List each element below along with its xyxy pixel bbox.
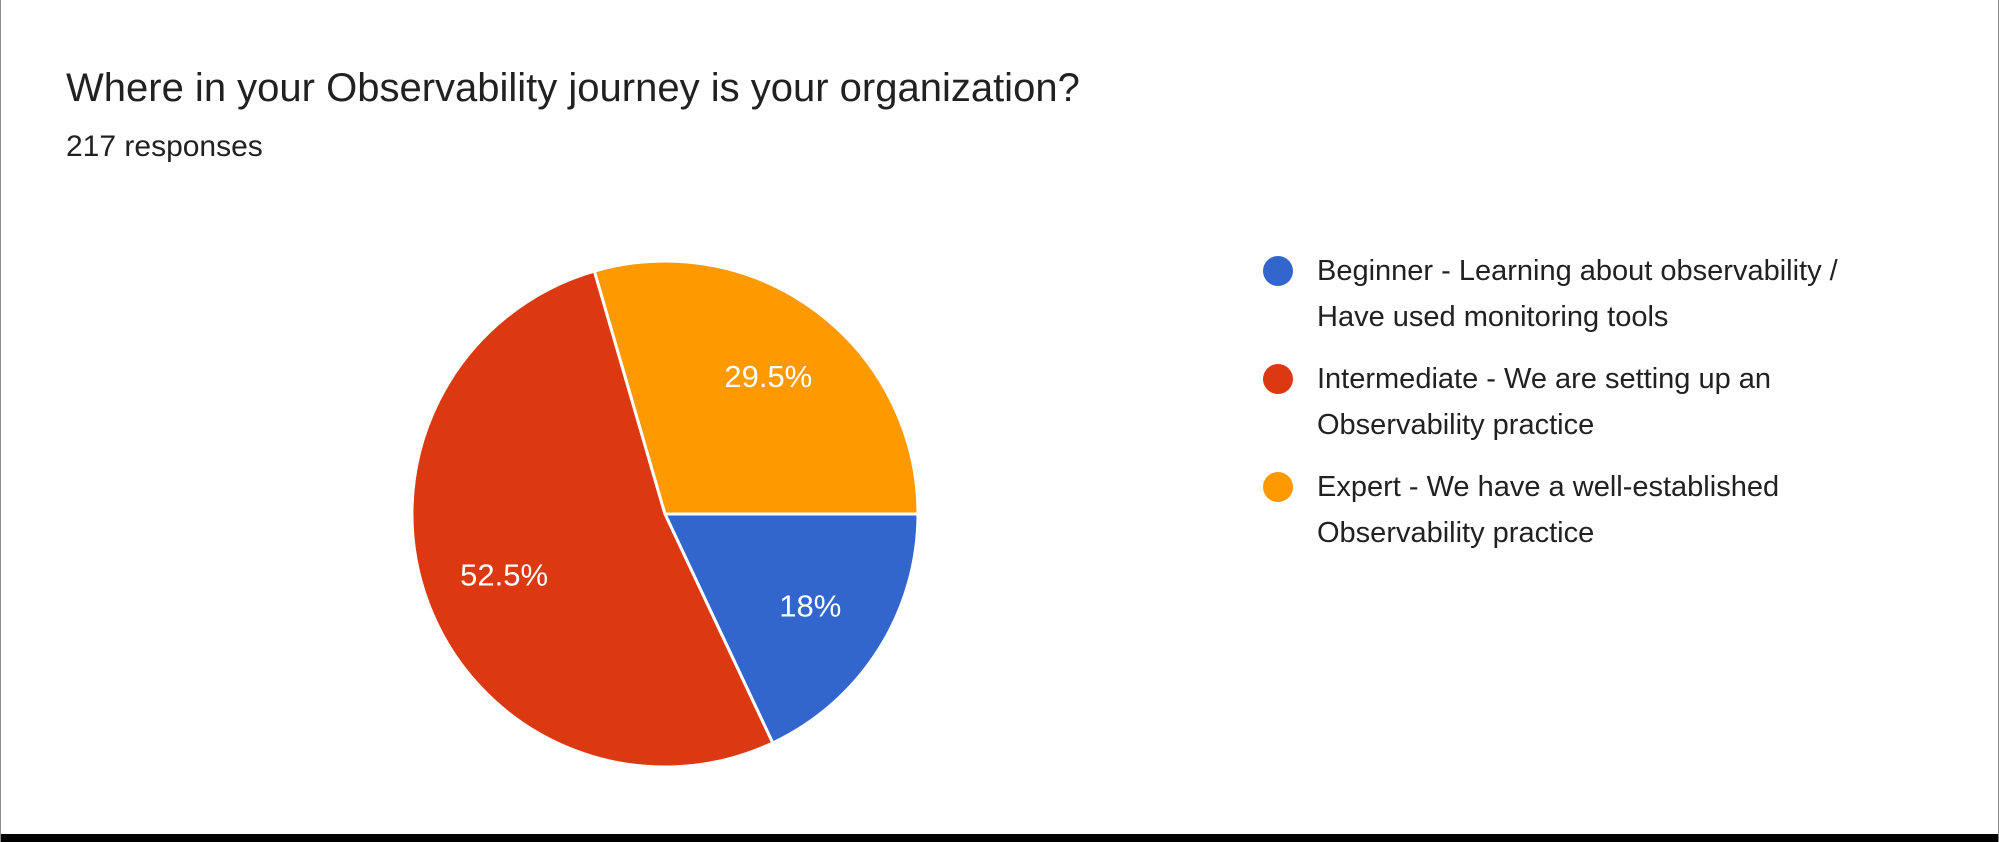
window-bottom-edge (1, 834, 1998, 842)
pie-slice-beginner[interactable] (663, 512, 920, 745)
pie-slice-label-beginner: 18% (779, 589, 841, 624)
pie-slice-label-intermediate: 52.5% (460, 557, 548, 592)
pie-chart: 18% 52.5% 29.5% (410, 259, 920, 769)
question-title: Where in your Observability journey is y… (66, 66, 1080, 110)
legend-label-beginner: Beginner - Learning about observability … (1317, 255, 1838, 333)
pie-slice-expert[interactable] (592, 259, 920, 516)
response-count: 217 responses (66, 130, 263, 163)
chart-legend: Beginner - Learning about observability … (1263, 248, 1923, 572)
legend-item-expert: Expert - We have a well-established Obser… (1263, 464, 1923, 556)
legend-dot-beginner (1263, 256, 1293, 286)
legend-label-intermediate: Intermediate - We are setting up an Obser… (1317, 363, 1772, 441)
pie-slice-intermediate[interactable] (410, 269, 775, 769)
legend-dot-expert (1263, 472, 1293, 502)
legend-dot-intermediate (1263, 364, 1293, 394)
legend-item-beginner: Beginner - Learning about observability … (1263, 248, 1923, 340)
legend-label-expert: Expert - We have a well-established Obser… (1317, 471, 1780, 549)
legend-item-intermediate: Intermediate - We are setting up an Obser… (1263, 356, 1923, 448)
pie-slice-label-expert: 29.5% (724, 359, 812, 394)
